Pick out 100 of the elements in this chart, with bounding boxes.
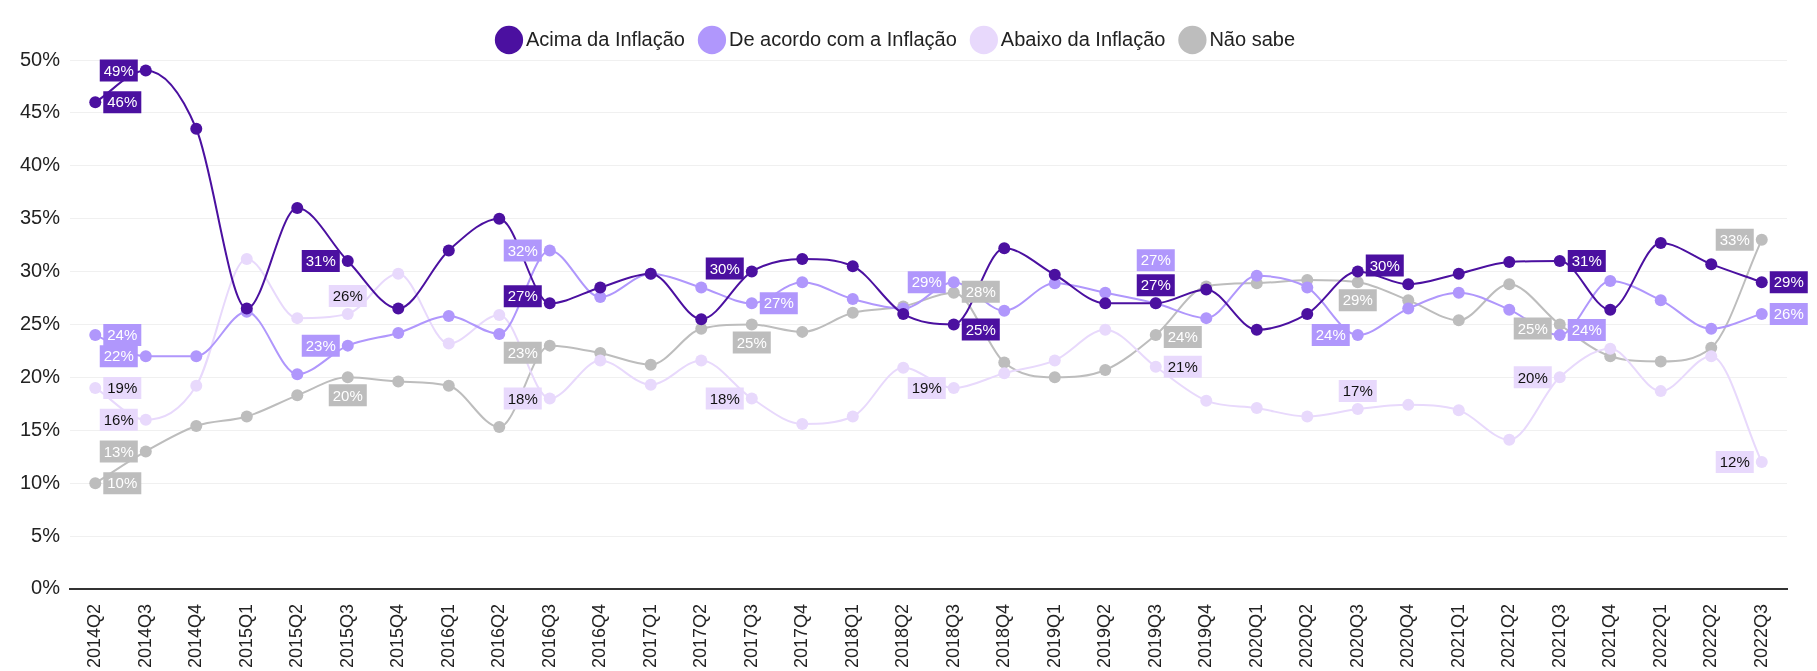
point (139, 350, 152, 363)
point (1654, 355, 1667, 368)
point (341, 255, 354, 267)
data-label: 49% (103, 61, 134, 79)
point (89, 329, 102, 342)
x-tick-label: 2018Q3 (942, 603, 963, 669)
data-label: 29% (1342, 291, 1373, 309)
x-tick-label: 2016Q4 (589, 603, 610, 669)
point (1250, 323, 1263, 336)
legend-label: Acima da Inflação (525, 27, 685, 50)
point (745, 318, 758, 331)
point (897, 307, 910, 320)
point (644, 358, 657, 371)
x-tick-label: 2021Q3 (1548, 603, 1569, 669)
point (1452, 267, 1465, 280)
data-label: 32% (507, 241, 538, 259)
x-tick-label: 2018Q1 (841, 603, 862, 669)
x-tick-label: 2015Q1 (235, 603, 256, 669)
point (240, 410, 253, 423)
data-label: 23% (507, 343, 538, 361)
y-tick-label: 5% (31, 523, 61, 546)
x-tick-label: 2021Q1 (1447, 603, 1468, 669)
x-tick-label: 2016Q2 (488, 603, 509, 669)
data-label: 30% (709, 259, 740, 277)
x-tick-label: 2014Q2 (84, 603, 105, 669)
point (493, 308, 506, 321)
point (1503, 433, 1516, 446)
point (1048, 268, 1061, 281)
point (392, 326, 405, 339)
point (240, 252, 253, 265)
x-tick-label: 2019Q4 (1195, 603, 1216, 669)
y-tick-label: 35% (20, 206, 61, 229)
point (1553, 318, 1566, 331)
point (190, 350, 203, 363)
data-label: 27% (507, 287, 538, 305)
point (846, 306, 859, 319)
point (998, 242, 1011, 255)
point (1604, 342, 1617, 355)
data-label: 27% (763, 294, 794, 312)
x-tick-label: 2020Q1 (1245, 603, 1266, 669)
point (1048, 371, 1061, 384)
data-label: 27% (1140, 251, 1171, 269)
point (1301, 307, 1314, 320)
y-tick-label: 15% (20, 417, 61, 440)
y-tick-label: 10% (20, 470, 61, 493)
point (493, 421, 506, 434)
point (1503, 256, 1516, 269)
x-tick-label: 2021Q4 (1599, 603, 1620, 669)
point (1654, 294, 1667, 307)
point (1553, 255, 1566, 267)
x-tick-label: 2022Q2 (1700, 603, 1721, 669)
x-tick-label: 2017Q3 (740, 603, 761, 669)
point (644, 378, 657, 391)
x-tick-label: 2017Q4 (791, 603, 812, 669)
point (341, 371, 354, 384)
point (442, 244, 455, 257)
y-tick-label: 45% (20, 100, 61, 123)
data-label: 24% (1315, 326, 1346, 344)
data-label: 26% (332, 287, 363, 305)
data-label: 12% (1719, 453, 1750, 471)
point (1604, 275, 1617, 288)
legend-label: Não sabe (1209, 27, 1296, 50)
data-label: 26% (1773, 305, 1804, 323)
point (796, 276, 809, 289)
point (998, 304, 1011, 317)
point (947, 276, 960, 289)
point (190, 420, 203, 433)
x-tick-label: 2017Q1 (639, 603, 660, 669)
y-tick-label: 20% (20, 364, 61, 387)
point (947, 381, 960, 394)
point (897, 361, 910, 374)
data-label: 23% (305, 336, 336, 354)
point (947, 318, 960, 331)
x-tick-label: 2020Q3 (1346, 603, 1367, 669)
data-label: 19% (107, 379, 138, 397)
point (1452, 404, 1465, 417)
data-label: 10% (107, 474, 138, 492)
point (745, 297, 758, 310)
point (1402, 398, 1415, 411)
point (1250, 269, 1263, 282)
point (1099, 363, 1112, 376)
point (392, 375, 405, 388)
point (190, 122, 203, 135)
point (846, 260, 859, 273)
y-tick-label: 40% (20, 153, 61, 176)
point (291, 389, 304, 402)
x-tick-label: 2018Q4 (993, 603, 1014, 669)
x-tick-label: 2021Q2 (1498, 603, 1519, 669)
point (695, 281, 708, 294)
x-tick-label: 2019Q1 (1043, 603, 1064, 669)
point (1351, 265, 1364, 278)
point (543, 297, 556, 310)
data-label: 16% (103, 410, 134, 428)
point (998, 367, 1011, 380)
point (89, 381, 102, 394)
point (89, 96, 102, 109)
point (392, 302, 405, 315)
point (1755, 276, 1768, 289)
point (1503, 278, 1516, 291)
point (998, 356, 1011, 369)
